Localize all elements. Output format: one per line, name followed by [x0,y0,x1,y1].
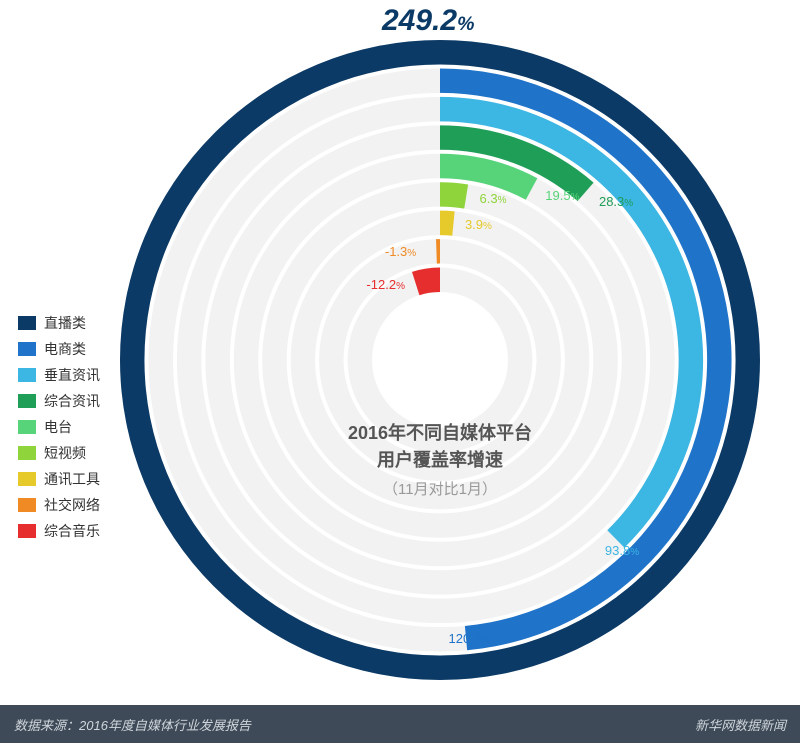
footer-source: 数据来源：2016年度自媒体行业发展报告 [14,715,251,734]
legend-item-vertical: 垂直资讯 [18,362,100,388]
footer-bar: 数据来源：2016年度自媒体行业发展报告 新华网数据新闻 [0,705,800,743]
legend-label: 电台 [44,417,72,437]
legend-item-social: 社交网络 [18,492,100,518]
legend-swatch [18,394,36,408]
legend-swatch [18,524,36,538]
top-value-suffix: % [457,13,474,35]
legend-swatch [18,446,36,460]
legend-swatch [18,368,36,382]
footer-brand: 新华网数据新闻 [695,715,786,734]
legend-item-radio: 电台 [18,414,100,440]
legend-label: 综合音乐 [44,521,100,541]
legend-label: 直播类 [44,313,86,333]
legend-label: 综合资讯 [44,391,100,411]
legend-item-ecommerce: 电商类 [18,336,100,362]
legend-swatch [18,420,36,434]
legend-swatch [18,316,36,330]
rings-svg [0,0,800,700]
legend-item-messaging: 通讯工具 [18,466,100,492]
top-value-number: 249.2 [382,4,457,37]
legend-item-general: 综合资讯 [18,388,100,414]
legend-swatch [18,498,36,512]
legend-label: 社交网络 [44,495,100,515]
legend-item-live: 直播类 [18,310,100,336]
legend-item-shortvideo: 短视频 [18,440,100,466]
top-value-label: 249.2% [382,4,474,38]
legend-label: 垂直资讯 [44,365,100,385]
legend-label: 短视频 [44,443,86,463]
ring-arc-shortvideo [440,182,468,208]
legend-swatch [18,472,36,486]
legend-label: 电商类 [44,339,86,359]
legend: 直播类电商类垂直资讯综合资讯电台短视频通讯工具社交网络综合音乐 [18,310,100,544]
legend-item-music: 综合音乐 [18,518,100,544]
radial-bar-chart: 249.2% 2016年不同自媒体平台 用户覆盖率增速 （11月对比1月） 12… [0,0,800,700]
legend-label: 通讯工具 [44,469,100,489]
ring-arc-messaging [440,211,455,236]
legend-swatch [18,342,36,356]
